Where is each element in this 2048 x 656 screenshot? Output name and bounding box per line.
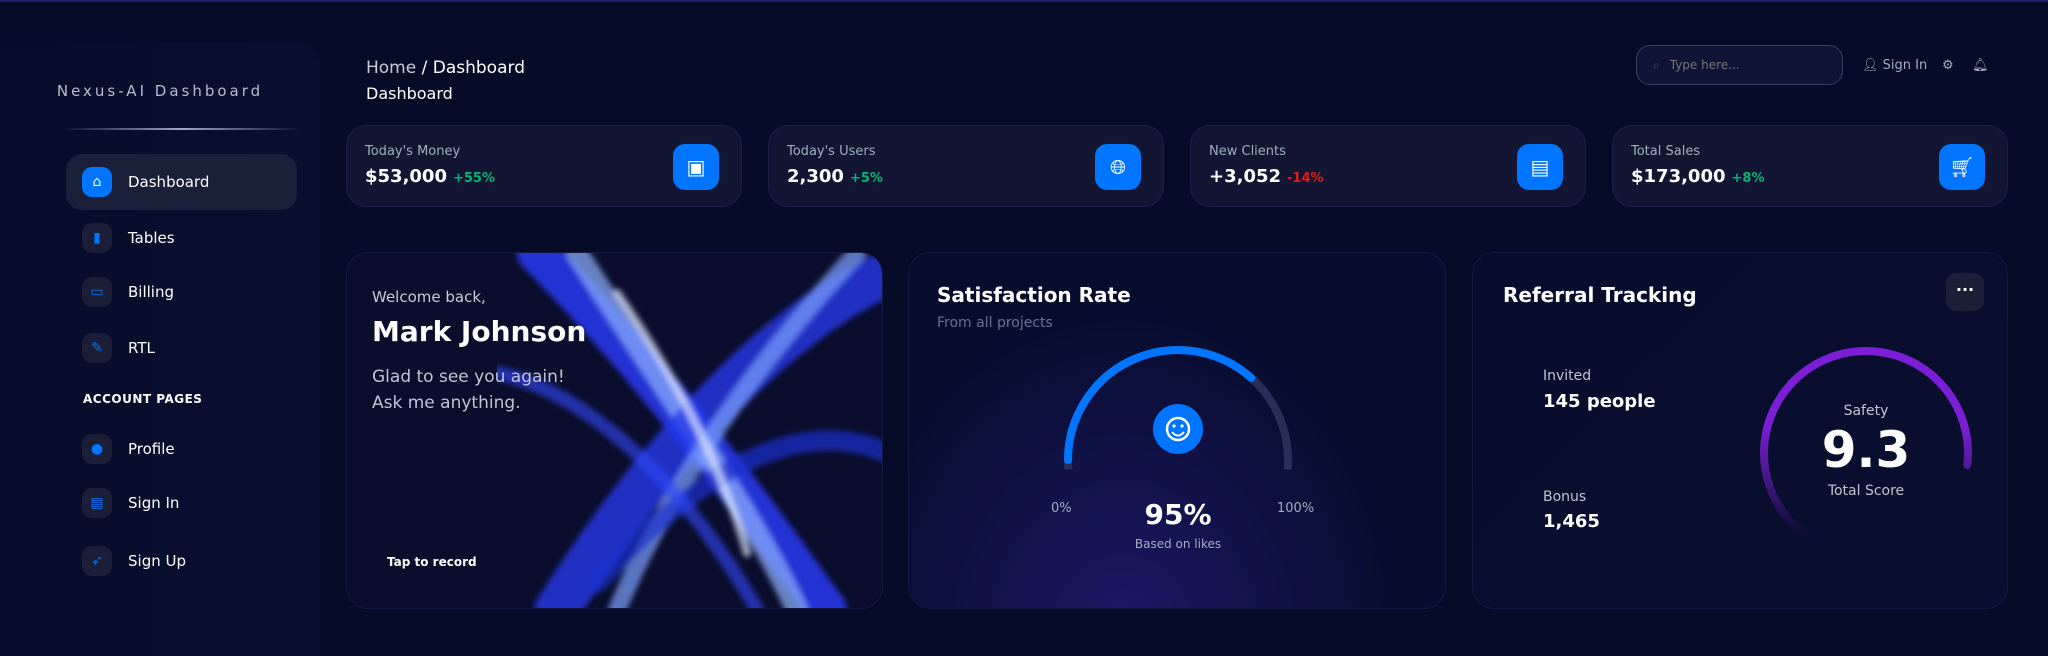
- stat-label: Total Sales: [1631, 144, 1701, 159]
- sidebar-item-billing[interactable]: ▭ Billing: [66, 264, 297, 320]
- user-name: Mark Johnson: [372, 315, 587, 348]
- breadcrumb-home[interactable]: Home: [366, 58, 417, 78]
- stat-label: Today's Users: [787, 144, 876, 159]
- gauge-fill: [1760, 347, 1972, 541]
- score-label: Total Score: [1827, 483, 1905, 499]
- user-icon: ●: [82, 434, 112, 464]
- stat-label: Today's Money: [365, 144, 461, 159]
- stat-value-row: $173,000 +8%: [1631, 166, 1764, 187]
- settings-icon[interactable]: ⚙: [1942, 58, 1954, 73]
- stat-value: $173,000: [1631, 166, 1726, 187]
- stat-change: +8%: [1731, 171, 1765, 186]
- score-value: 9.3: [1821, 421, 1911, 479]
- section-label: ACCOUNT PAGES: [83, 392, 203, 406]
- message-line-1: Glad to see you again!: [372, 367, 565, 387]
- satisfaction-caption: Based on likes: [1134, 537, 1222, 551]
- satisfaction-value: 95%: [1144, 498, 1212, 531]
- document-icon: ▤: [82, 488, 112, 518]
- breadcrumb: Home / Dashboard: [366, 58, 525, 78]
- sidebar-item-rtl[interactable]: ✎ RTL: [66, 320, 297, 376]
- rocket-icon: ➶: [82, 546, 112, 576]
- bonus-value: 1,465: [1543, 511, 1600, 532]
- stat-change: +5%: [849, 171, 883, 186]
- label: Tables: [128, 229, 175, 247]
- gauge-fill: [1064, 346, 1256, 464]
- breadcrumb-current: Dashboard: [432, 58, 525, 78]
- gauge-max-label: 100%: [1277, 501, 1315, 516]
- card-subtitle: From all projects: [937, 315, 1053, 331]
- tap-to-record-button[interactable]: Tap to record: [387, 555, 477, 569]
- label: Sign In: [1882, 58, 1928, 73]
- message-line-2: Ask me anything.: [372, 393, 521, 413]
- page-title: Dashboard: [366, 84, 453, 103]
- greeting: Welcome back,: [372, 288, 486, 306]
- stat-card: Today's Money $53,000 +55% ▣: [346, 125, 742, 207]
- divider: [62, 128, 302, 130]
- stat-card: Today's Users 2,300 +5% 🌐︎: [768, 125, 1164, 207]
- bar-chart-icon: ▮: [82, 223, 112, 253]
- card-title: Satisfaction Rate: [937, 283, 1131, 307]
- stat-value: +3,052: [1209, 166, 1282, 187]
- label: Sign Up: [128, 552, 186, 570]
- sidebar-item-sign-up[interactable]: ➶ Sign Up: [66, 533, 297, 589]
- sidebar: [0, 42, 320, 656]
- label: Dashboard: [128, 173, 210, 191]
- referral-card: Referral Tracking ··· Invited 145 people…: [1472, 252, 2008, 609]
- label: Sign In: [128, 494, 180, 512]
- stat-card: Total Sales $173,000 +8% 🛒︎: [1612, 125, 2008, 207]
- sidebar-item-profile[interactable]: ● Profile: [66, 421, 297, 477]
- satisfaction-card: Satisfaction Rate From all projects 0% 1…: [908, 252, 1446, 609]
- breadcrumb-separator: /: [421, 58, 428, 78]
- gauge-label: Safety: [1843, 403, 1889, 419]
- invited-label: Invited: [1543, 368, 1592, 384]
- more-options-button[interactable]: ···: [1946, 273, 1984, 311]
- label: Profile: [128, 440, 175, 458]
- document-icon: ▤: [1517, 144, 1563, 190]
- stat-value-row: $53,000 +55%: [365, 166, 495, 187]
- invited-value: 145 people: [1543, 391, 1656, 412]
- sidebar-item-sign-in[interactable]: ▤ Sign In: [66, 475, 297, 531]
- gauge-min-label: 0%: [1051, 501, 1072, 516]
- cart-icon: 🛒︎: [1939, 144, 1985, 190]
- bell-icon[interactable]: 🔔︎: [1972, 58, 1989, 73]
- card-title: Referral Tracking: [1503, 283, 1697, 307]
- abstract-background-image: [497, 253, 882, 608]
- label: Billing: [128, 283, 174, 301]
- home-icon: ⌂: [82, 167, 112, 197]
- safety-gauge: [1760, 347, 1972, 541]
- globe-icon: 🌐︎: [1095, 144, 1141, 190]
- user-icon: 👤︎: [1862, 58, 1879, 73]
- smile-icon: [1153, 404, 1203, 454]
- sidebar-item-dashboard[interactable]: ⌂ Dashboard: [66, 154, 297, 210]
- stat-value-row: +3,052 -14%: [1209, 166, 1324, 187]
- stat-card: New Clients +3,052 -14% ▤: [1190, 125, 1586, 207]
- sign-in-link[interactable]: 👤︎ Sign In: [1862, 58, 1927, 73]
- credit-card-icon: ▭: [82, 277, 112, 307]
- stat-value: $53,000: [365, 166, 447, 187]
- stat-value-row: 2,300 +5%: [787, 166, 883, 187]
- stat-change: +55%: [452, 171, 495, 186]
- satisfaction-gauge: [1064, 345, 1292, 470]
- search-icon: ⌕: [1653, 57, 1660, 72]
- stat-label: New Clients: [1209, 144, 1286, 159]
- brand-logo: Nexus-AI Dashboard: [56, 82, 264, 100]
- search-input[interactable]: [1669, 58, 1820, 72]
- search-box[interactable]: ⌕: [1636, 45, 1843, 85]
- label: RTL: [128, 339, 155, 357]
- sidebar-item-tables[interactable]: ▮ Tables: [66, 210, 297, 266]
- wallet-icon: ▣: [673, 144, 719, 190]
- welcome-card: Welcome back, Mark Johnson Glad to see y…: [346, 252, 883, 609]
- stat-value: 2,300: [787, 166, 844, 187]
- wrench-icon: ✎: [82, 333, 112, 363]
- stat-change: -14%: [1287, 171, 1324, 186]
- bonus-label: Bonus: [1543, 489, 1587, 505]
